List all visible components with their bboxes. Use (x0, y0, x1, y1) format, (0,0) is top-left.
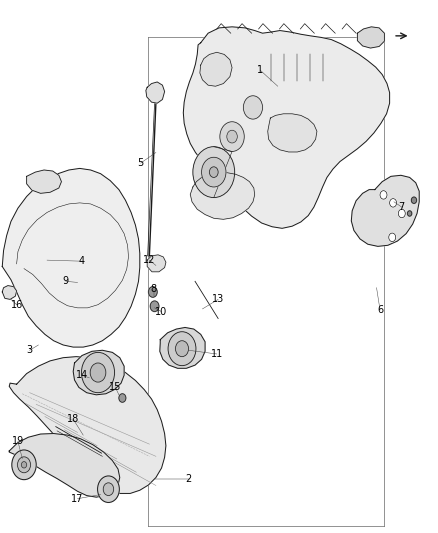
Polygon shape (200, 52, 232, 86)
Text: 14: 14 (76, 370, 88, 380)
Circle shape (90, 363, 106, 382)
Polygon shape (73, 350, 124, 395)
Text: 17: 17 (71, 494, 84, 504)
Polygon shape (27, 170, 61, 193)
Text: 5: 5 (138, 158, 144, 168)
Polygon shape (190, 173, 254, 219)
Circle shape (150, 301, 159, 312)
Text: 1: 1 (257, 66, 263, 75)
Circle shape (244, 96, 262, 119)
Circle shape (148, 287, 157, 297)
Circle shape (98, 476, 119, 503)
Text: 11: 11 (211, 349, 223, 359)
Circle shape (18, 457, 31, 473)
Text: 7: 7 (399, 202, 405, 212)
Circle shape (193, 147, 235, 198)
Text: 10: 10 (155, 306, 168, 317)
Text: 8: 8 (151, 284, 157, 294)
Circle shape (201, 157, 226, 187)
Polygon shape (351, 175, 419, 246)
Text: 13: 13 (212, 294, 224, 304)
Text: 4: 4 (79, 256, 85, 266)
Polygon shape (2, 286, 17, 300)
Text: 3: 3 (27, 345, 33, 356)
Text: 12: 12 (143, 255, 155, 265)
Circle shape (12, 450, 36, 480)
Polygon shape (9, 357, 166, 494)
Circle shape (103, 483, 114, 496)
Circle shape (21, 462, 27, 468)
Circle shape (119, 394, 126, 402)
Polygon shape (357, 27, 385, 48)
Text: 2: 2 (185, 474, 192, 483)
Polygon shape (147, 255, 166, 272)
Circle shape (390, 199, 396, 207)
Circle shape (209, 167, 218, 177)
Text: 16: 16 (11, 300, 23, 310)
Circle shape (389, 233, 396, 241)
Polygon shape (146, 82, 165, 103)
Text: 15: 15 (109, 382, 122, 392)
Text: 18: 18 (67, 414, 79, 424)
Circle shape (176, 341, 188, 357)
Polygon shape (2, 168, 140, 347)
Circle shape (220, 122, 244, 151)
Circle shape (411, 197, 417, 204)
Polygon shape (184, 27, 390, 228)
Circle shape (398, 209, 405, 217)
Text: 9: 9 (63, 276, 69, 286)
Circle shape (81, 352, 115, 393)
Circle shape (407, 211, 412, 216)
Polygon shape (160, 327, 205, 368)
Text: 6: 6 (377, 305, 383, 315)
Polygon shape (9, 433, 120, 497)
Circle shape (168, 332, 196, 366)
Circle shape (227, 130, 237, 143)
Text: 19: 19 (12, 437, 24, 447)
Circle shape (380, 191, 387, 199)
Polygon shape (268, 114, 317, 152)
